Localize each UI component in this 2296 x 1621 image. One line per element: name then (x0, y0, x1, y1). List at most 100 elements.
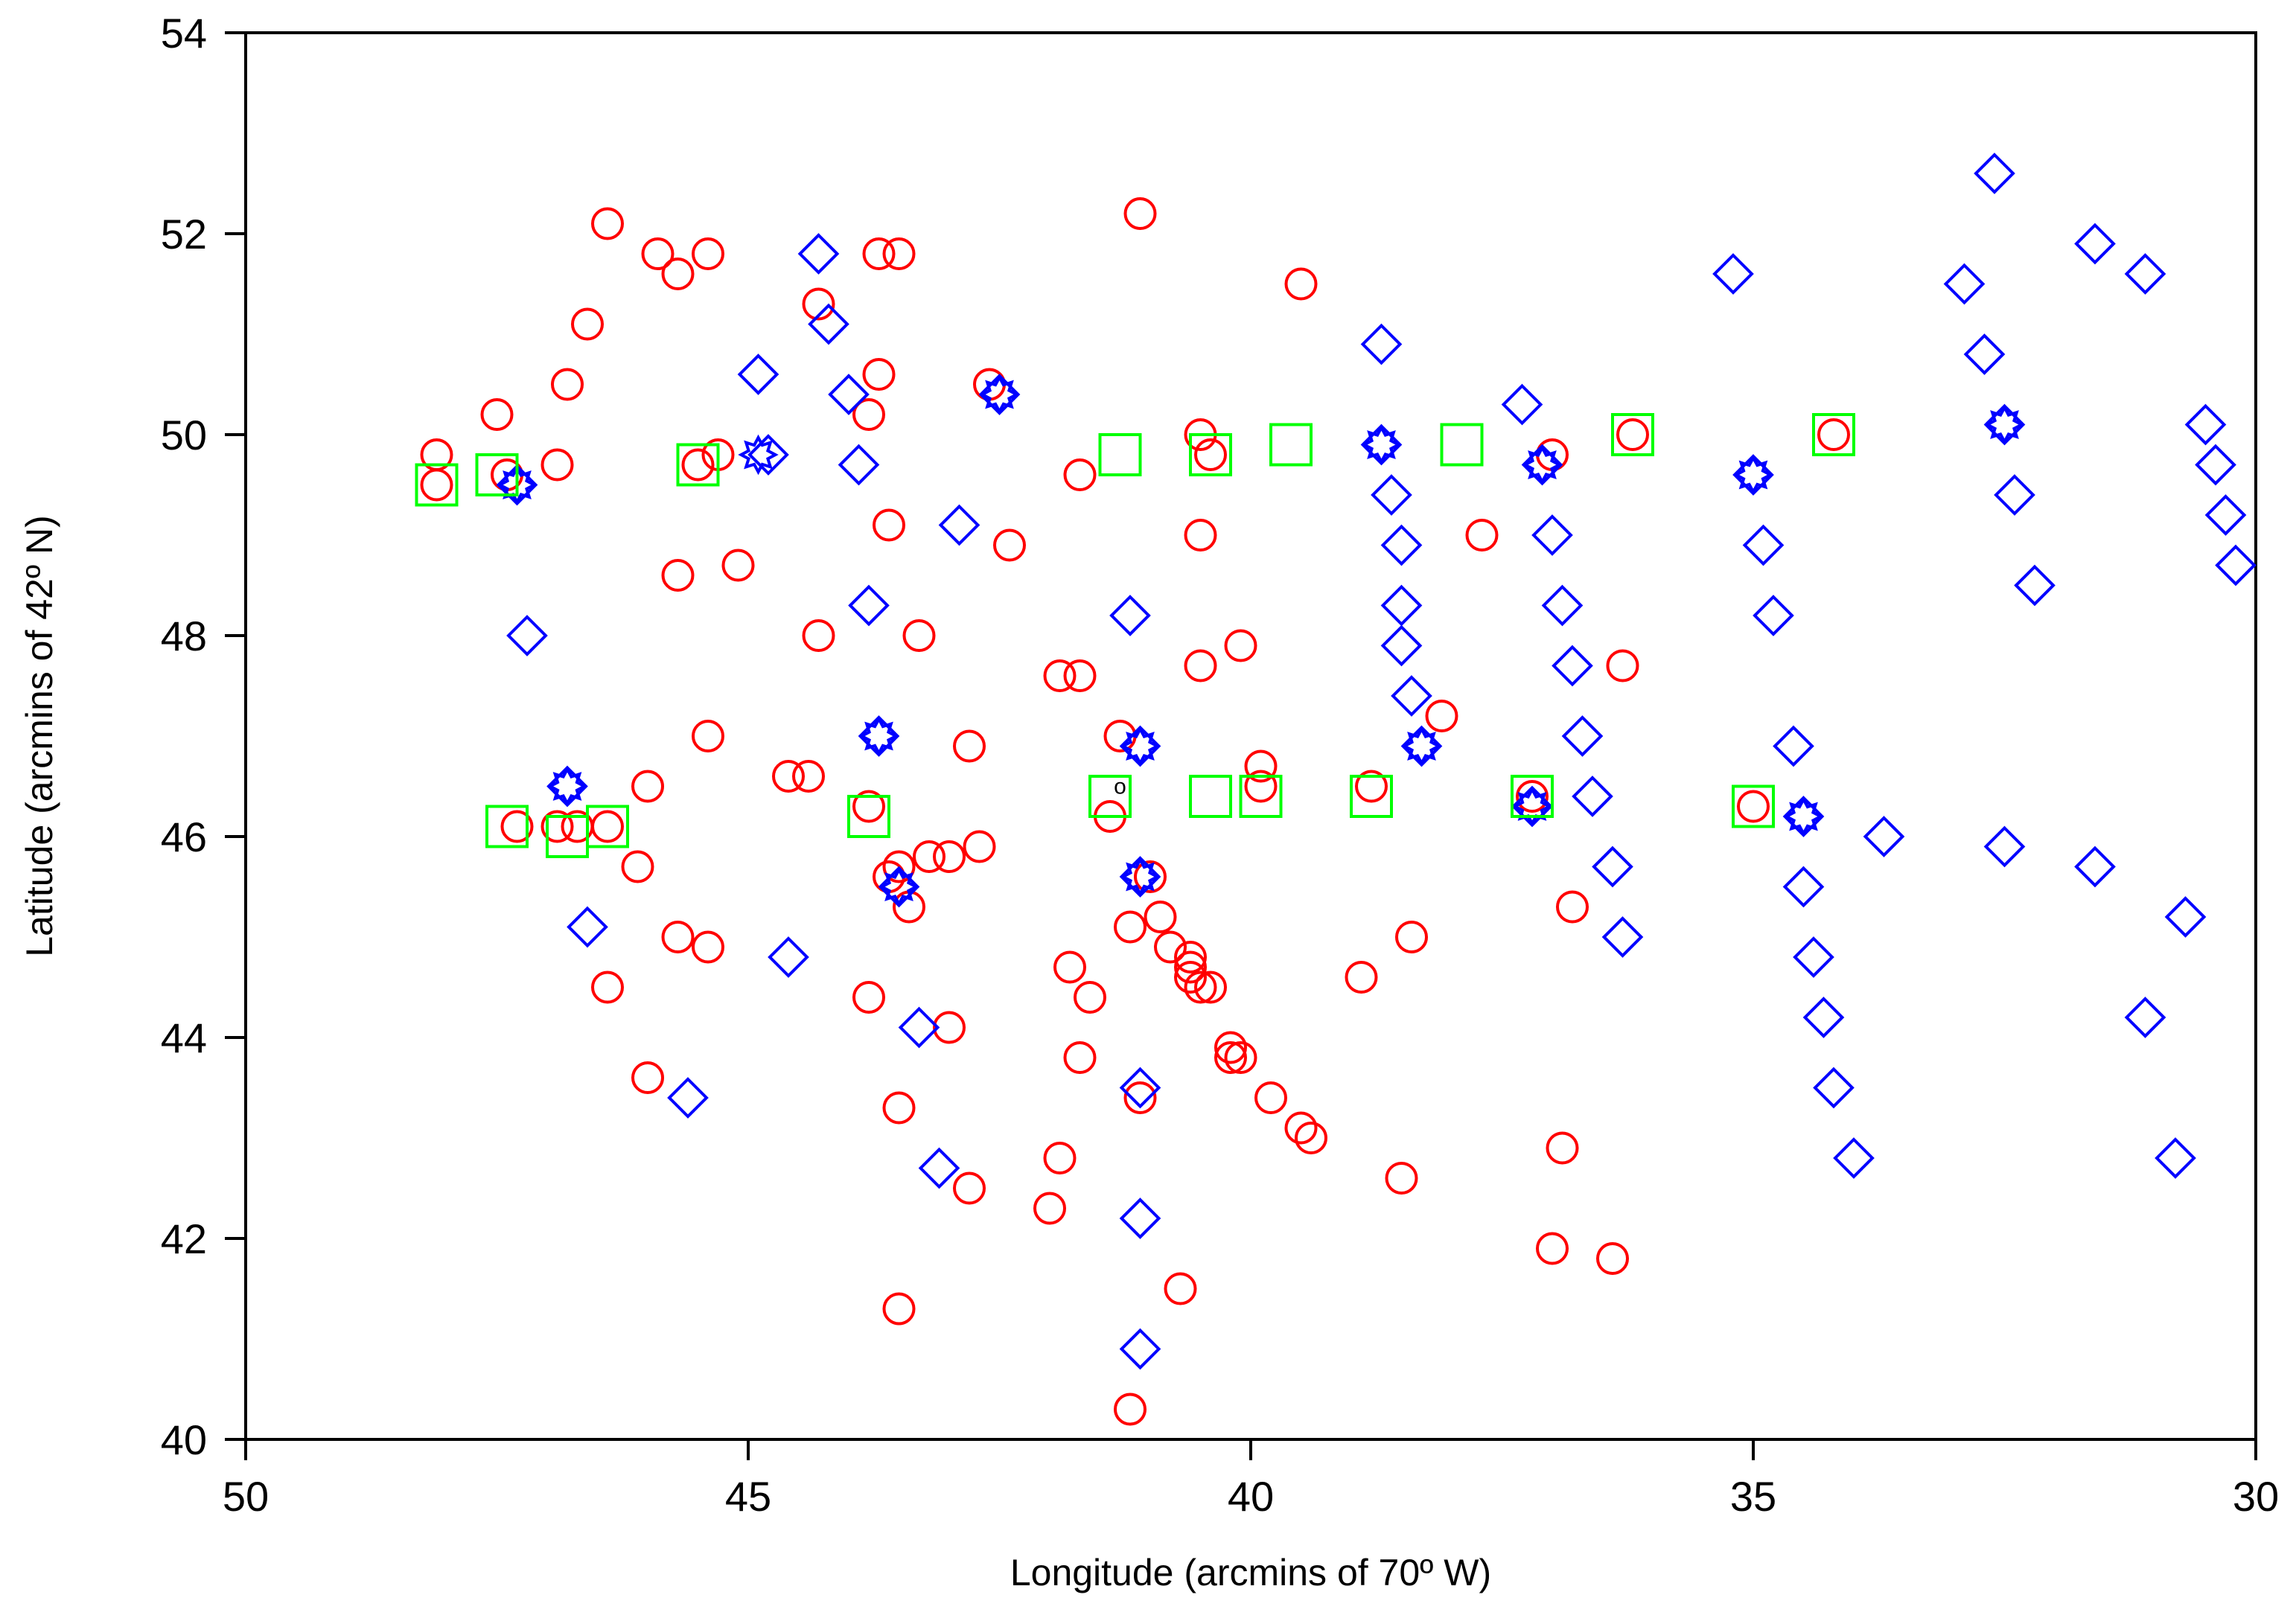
diamond-point (1994, 474, 2035, 516)
circle-point (1194, 438, 1227, 471)
square-point (1611, 413, 1654, 456)
circle-point (1224, 1041, 1257, 1074)
star-point (858, 715, 899, 757)
circle-point (882, 1091, 916, 1125)
y-tick-label: 44 (161, 1014, 207, 1061)
circle-point (1134, 860, 1167, 893)
diamond-point (918, 1147, 960, 1189)
circle-point (1214, 1041, 1247, 1074)
y-axis-title: Latitude (arcmins of 42º N) (19, 515, 60, 957)
circle-point (882, 1292, 916, 1326)
circle-point (1556, 890, 1589, 924)
circle-point (661, 921, 695, 953)
circle-point (1184, 971, 1217, 1004)
square-point (586, 805, 629, 848)
square-point (475, 453, 519, 496)
circle-point (1174, 961, 1207, 994)
circle-point (692, 237, 724, 270)
circle-point (953, 729, 986, 763)
star-point (979, 374, 1020, 415)
diamond-point (737, 354, 779, 395)
circle-point (1295, 1122, 1327, 1154)
circle-point (1063, 458, 1097, 491)
square-point (1440, 423, 1484, 467)
star-point (1984, 404, 2025, 445)
y-tick-label: 48 (161, 613, 207, 659)
y-tick-label: 40 (161, 1416, 207, 1463)
circle-point (1536, 1232, 1569, 1265)
y-tick-label: 46 (161, 813, 207, 860)
square-point (1189, 775, 1232, 818)
circle-point (692, 720, 724, 752)
circle-point (1184, 519, 1217, 551)
x-tick-label: 35 (1730, 1473, 1776, 1520)
star-point (497, 464, 538, 505)
x-tick-label: 45 (725, 1473, 771, 1520)
circle-point (933, 1011, 966, 1044)
square-point (676, 443, 720, 487)
square-point (1239, 775, 1283, 818)
circle-point (1425, 700, 1458, 732)
circle-point (1616, 418, 1649, 451)
diamond-point (1119, 1328, 1161, 1370)
star-point (878, 866, 919, 907)
circle-point (1063, 1041, 1097, 1074)
circle-point (1546, 1131, 1579, 1165)
y-axis: 40 42 44 46 48 50 52 54 (161, 10, 246, 1463)
star-point (1732, 454, 1774, 496)
diamond-point (567, 906, 608, 948)
diamond-point (1119, 1198, 1161, 1239)
diamond-point (2074, 845, 2116, 888)
diamond-point (506, 615, 548, 656)
diamond-point (1601, 916, 1644, 958)
plot-frame (244, 31, 2257, 1441)
circle-point (1144, 901, 1177, 933)
circle-point (1123, 197, 1157, 230)
circle-point (1154, 930, 1187, 964)
star-point (546, 766, 588, 807)
star-point (1783, 796, 1824, 837)
y-tick-label: 42 (161, 1215, 207, 1262)
circle-point (1817, 418, 1850, 451)
circle-point (1355, 770, 1388, 803)
circle-point (480, 398, 514, 431)
circle-point (852, 981, 885, 1014)
diamond-point (1119, 1067, 1161, 1109)
circle-point (1214, 1031, 1247, 1064)
circle-point (631, 770, 664, 803)
square-point (415, 463, 459, 507)
diamond-point (1813, 1067, 1855, 1109)
diamond-point (1943, 263, 1986, 305)
diamond-point (1793, 936, 1834, 978)
diamond-point (938, 504, 980, 546)
diamond-point (1963, 333, 2006, 375)
y-tick-label: 50 (161, 412, 207, 458)
x-tick-label: 30 (2233, 1473, 2279, 1520)
square-point (1812, 413, 1855, 456)
star-point (1511, 786, 1553, 827)
circle-point (1164, 1272, 1197, 1305)
circle-point (792, 760, 825, 793)
diamond-point (1592, 845, 1633, 888)
diamond-point (2124, 253, 2166, 295)
diamond-point (2155, 1137, 2196, 1179)
circle-point (721, 549, 755, 582)
circle-point (1033, 1192, 1066, 1225)
diamond-point (2124, 997, 2166, 1038)
diamond-point (828, 374, 870, 415)
circle-point (420, 468, 453, 502)
diamond-point (1371, 474, 1412, 516)
circle-point (631, 1061, 664, 1094)
diamond-point (1541, 584, 1584, 627)
circle-point (661, 559, 695, 592)
diamond-point (1742, 524, 1785, 566)
circle-point (772, 760, 805, 793)
circle-point (692, 930, 724, 964)
square-point (1098, 433, 1142, 476)
circle-point (933, 840, 966, 873)
circle-point (913, 840, 945, 873)
square-point (1511, 775, 1554, 818)
circle-point (963, 830, 996, 863)
circle-point (902, 619, 936, 652)
star-point (1361, 424, 1402, 465)
